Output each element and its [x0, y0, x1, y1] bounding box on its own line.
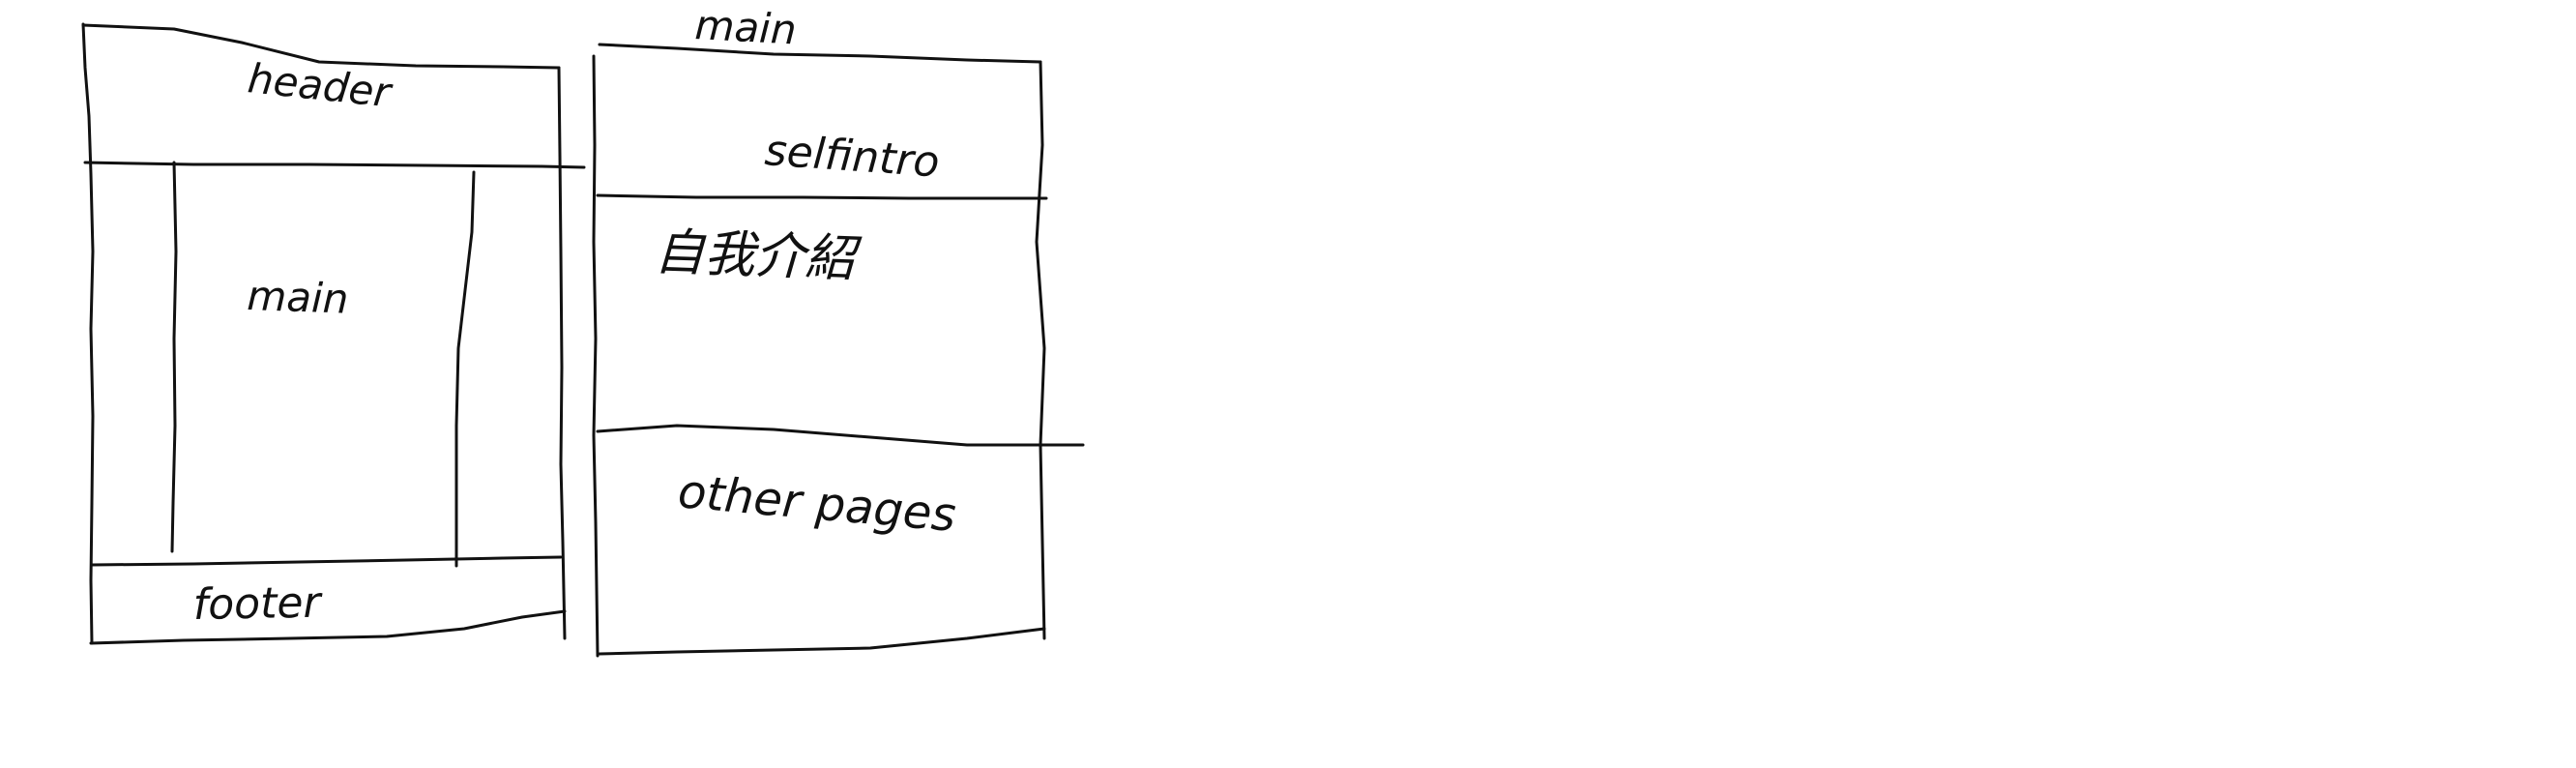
- left-main-column-right: [454, 170, 476, 568]
- right-other-label: other pages: [676, 464, 958, 543]
- right-title-label: main: [693, 1, 797, 53]
- right-intro-label: selfintro: [763, 126, 941, 187]
- left-page-wireframe: header main footer: [81, 22, 586, 645]
- left-main-label: main: [247, 272, 350, 323]
- left-header-divider: [83, 161, 586, 169]
- left-footer-divider: [90, 555, 563, 567]
- left-footer-label: footer: [192, 578, 324, 630]
- left-outer-frame: [81, 22, 95, 645]
- right-intro-divider: [596, 193, 1048, 200]
- right-page-wireframe: main selfintro 自我介紹 other pages: [592, 1, 1085, 658]
- right-right-edge: [1035, 60, 1046, 640]
- left-right-edge: [557, 66, 567, 640]
- left-main-column-left: [170, 161, 178, 553]
- right-bottom-edge: [598, 627, 1046, 656]
- left-bottom-edge: [89, 609, 567, 645]
- right-intro-text-label: 自我介紹: [654, 223, 864, 288]
- right-top-edge: [598, 43, 1042, 64]
- right-left-edge: [592, 54, 600, 658]
- left-top-edge: [81, 23, 561, 70]
- right-other-divider: [596, 424, 1085, 447]
